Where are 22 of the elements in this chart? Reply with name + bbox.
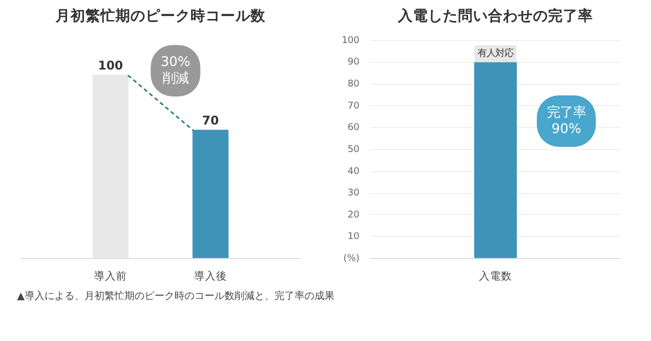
annotation: 完了率 90% bbox=[546, 104, 586, 137]
y-tick-label: 100 bbox=[342, 34, 360, 46]
data-label: 70 bbox=[202, 113, 219, 128]
chart-title: 入電した問い合わせの完了率 bbox=[397, 6, 593, 24]
y-tick-label: 30 bbox=[348, 188, 360, 199]
y-tick-label: 80 bbox=[348, 78, 360, 90]
annotation: 有人対応 bbox=[478, 48, 514, 60]
y-tick-label: 90 bbox=[348, 56, 360, 68]
y-tick-label: 20 bbox=[348, 209, 360, 220]
y-tick-label: 60 bbox=[348, 122, 360, 134]
annotation: 30% 削減 bbox=[160, 54, 190, 86]
x-tick-label: 入電数 bbox=[479, 270, 512, 282]
x-tick-label: 導入前 bbox=[94, 270, 127, 282]
x-tick-label: 導入後 bbox=[194, 270, 227, 282]
chart-title: 月初繁忙期のピーク時コール数 bbox=[54, 6, 266, 24]
y-tick-label: 40 bbox=[348, 166, 360, 177]
y-tick-label: 10 bbox=[348, 231, 360, 242]
data-label: 100 bbox=[98, 58, 124, 72]
text: ▲導入による、月初繁忙期のピーク時のコール数削減と、完了率の成果 bbox=[17, 290, 335, 304]
y-tick-label: 50 bbox=[348, 144, 360, 155]
y-tick-label: (%) bbox=[343, 253, 360, 264]
y-tick-label: 70 bbox=[348, 100, 360, 112]
